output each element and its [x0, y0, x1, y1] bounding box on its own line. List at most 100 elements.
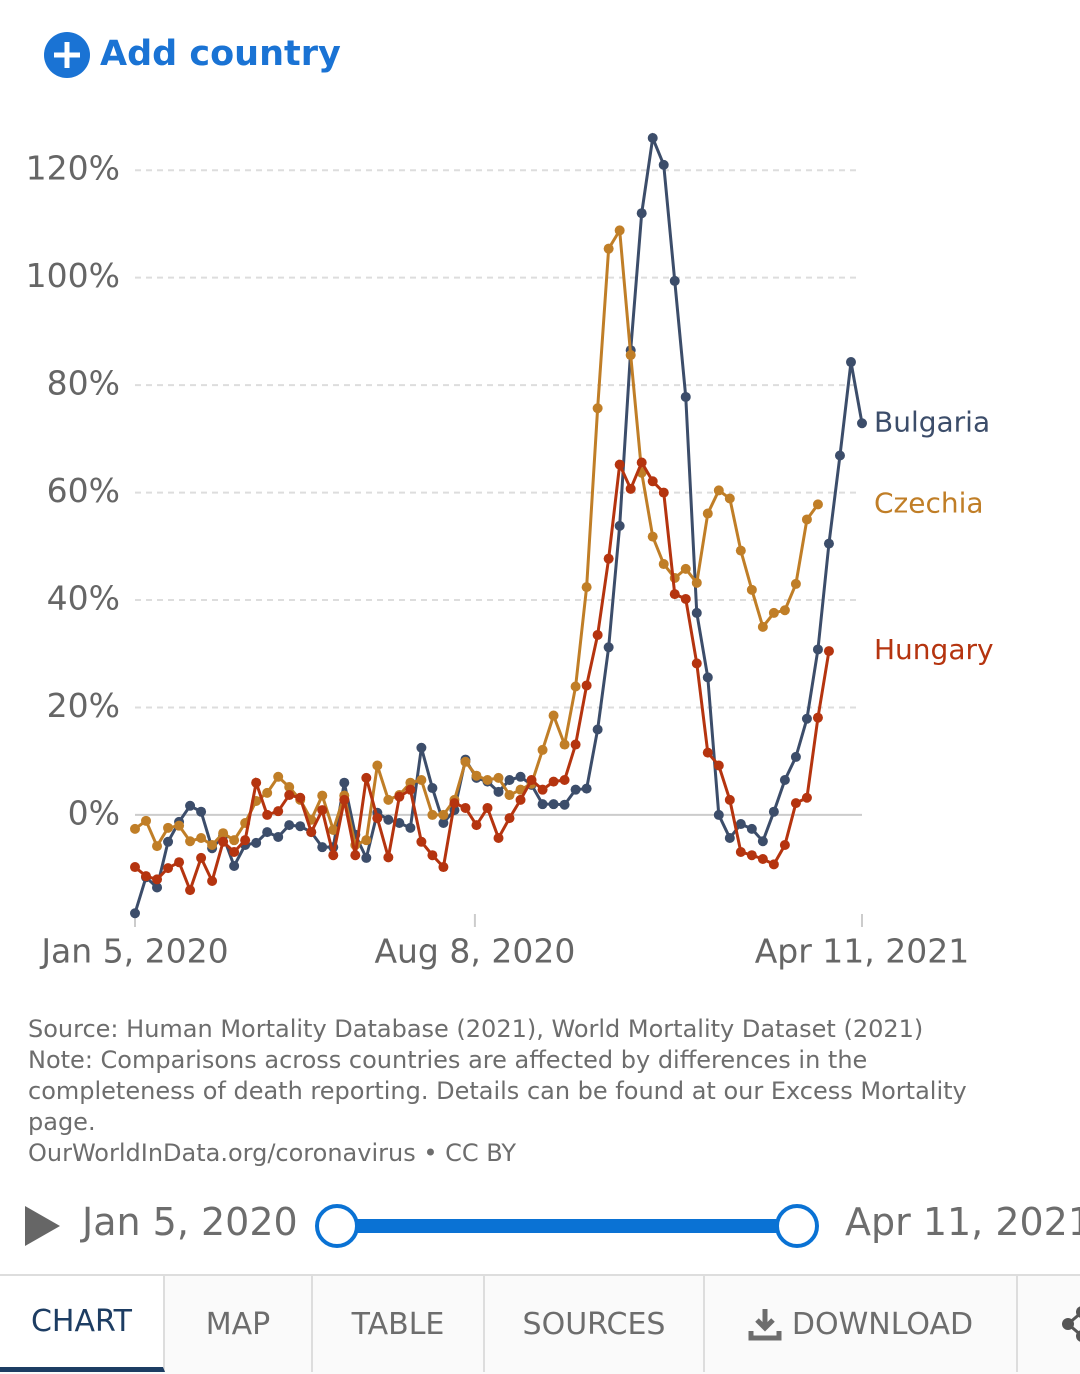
data-point	[339, 794, 350, 805]
data-point	[537, 744, 548, 755]
data-point	[174, 820, 185, 831]
data-point	[438, 817, 449, 828]
slider-handle[interactable]	[315, 1204, 359, 1248]
x-tick-label: Aug 8, 2020	[374, 932, 575, 971]
data-point	[416, 775, 427, 786]
plus	[54, 42, 80, 68]
data-point	[724, 493, 735, 504]
data-point	[845, 357, 856, 368]
data-point	[141, 871, 152, 882]
data-point	[405, 777, 416, 788]
data-point	[218, 828, 229, 839]
data-point	[768, 607, 779, 618]
share-button[interactable]	[1018, 1276, 1080, 1372]
data-point	[735, 846, 746, 857]
tab-bar: CHART MAP TABLE SOURCES DOWNLOAD	[0, 1274, 1080, 1374]
download-icon	[748, 1309, 782, 1341]
tab[interactable]: CHART	[0, 1276, 165, 1372]
data-point	[130, 862, 140, 873]
data-point	[438, 809, 449, 820]
data-point	[702, 672, 713, 683]
y-tick-label: 40%	[47, 579, 120, 618]
data-point	[394, 817, 405, 828]
data-point	[790, 751, 801, 762]
slider-handle[interactable]	[775, 1204, 819, 1248]
data-point	[669, 275, 680, 286]
data-point	[592, 724, 603, 735]
data-point	[680, 391, 691, 402]
data-point	[548, 776, 559, 787]
data-point	[746, 850, 757, 861]
data-point	[614, 520, 625, 531]
data-point	[460, 756, 471, 767]
data-point	[405, 822, 416, 833]
data-point	[691, 577, 702, 588]
data-point	[702, 747, 713, 758]
data-point	[790, 578, 801, 589]
play-button[interactable]	[25, 1206, 60, 1246]
data-point	[526, 775, 537, 786]
data-point	[185, 885, 196, 896]
data-point	[735, 819, 746, 830]
data-point	[493, 772, 504, 783]
source: Source: Human Mortality Database (2021),…	[28, 1015, 924, 1043]
data-point	[812, 712, 823, 723]
x-tick-label: Apr 11, 2021	[755, 932, 970, 971]
data-point	[603, 553, 614, 564]
data-point	[482, 775, 493, 786]
data-point	[658, 159, 669, 170]
y-tick-label: 100%	[26, 256, 120, 295]
add-country-label[interactable]: Add country	[100, 34, 341, 74]
data-point	[614, 225, 625, 236]
data-point	[240, 835, 251, 846]
data-point	[515, 771, 526, 782]
tab[interactable]: TABLE	[313, 1276, 485, 1372]
y-tick-label: 0%	[68, 793, 120, 832]
share-icon	[1062, 1306, 1080, 1342]
data-point	[273, 831, 284, 842]
data-point	[130, 823, 140, 834]
series-label: Bulgaria	[874, 405, 990, 438]
data-point	[141, 815, 152, 826]
data-point	[504, 775, 515, 786]
url[interactable]: OurWorldInData.org/coronavirus • CC BY	[28, 1139, 517, 1167]
data-point	[801, 792, 812, 803]
data-point	[306, 827, 317, 838]
data-point	[196, 852, 207, 863]
data-point	[207, 876, 218, 887]
data-point	[273, 771, 284, 782]
data-point	[559, 799, 570, 810]
data-point	[163, 863, 174, 874]
data-point	[284, 790, 295, 801]
data-point	[647, 476, 658, 487]
data-point	[559, 739, 570, 750]
data-point	[801, 713, 812, 724]
data-point	[757, 621, 768, 632]
data-point	[713, 760, 724, 771]
data-point	[647, 133, 658, 143]
data-point	[185, 836, 196, 847]
data-point	[229, 846, 240, 857]
data-point	[163, 836, 174, 847]
data-point	[317, 805, 328, 816]
data-point	[130, 908, 140, 919]
data-point	[548, 799, 559, 810]
add-country-button[interactable]: Add country	[44, 32, 341, 78]
data-point	[295, 821, 306, 832]
tab[interactable]: MAP	[165, 1276, 313, 1372]
data-point	[449, 798, 460, 809]
data-point	[790, 798, 801, 809]
data-point	[581, 582, 592, 593]
data-point	[636, 457, 647, 468]
data-point	[658, 487, 669, 498]
data-point	[229, 835, 240, 846]
data-point	[559, 775, 570, 786]
tab[interactable]: SOURCES	[485, 1276, 705, 1372]
data-point	[394, 791, 405, 802]
data-point	[328, 824, 339, 835]
data-point	[812, 499, 823, 510]
tab-download[interactable]: DOWNLOAD	[705, 1276, 1018, 1372]
data-point	[163, 822, 174, 833]
series-line	[134, 225, 820, 850]
data-point	[427, 850, 438, 861]
